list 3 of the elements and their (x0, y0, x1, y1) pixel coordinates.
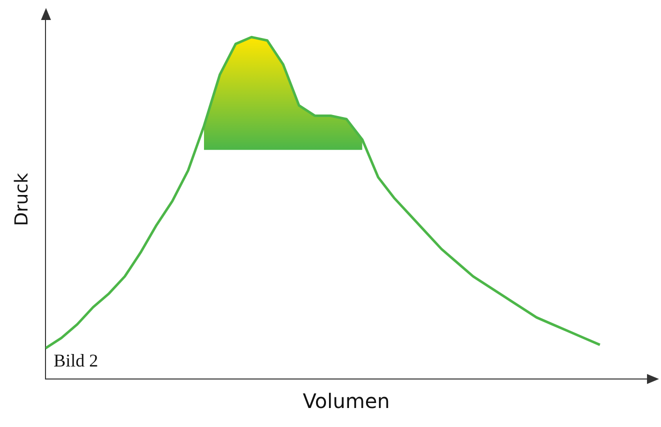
annotation: Bild 2 (54, 350, 98, 371)
x-axis-title: Volumen (302, 389, 390, 414)
y-axis-title: Druck (11, 172, 32, 226)
